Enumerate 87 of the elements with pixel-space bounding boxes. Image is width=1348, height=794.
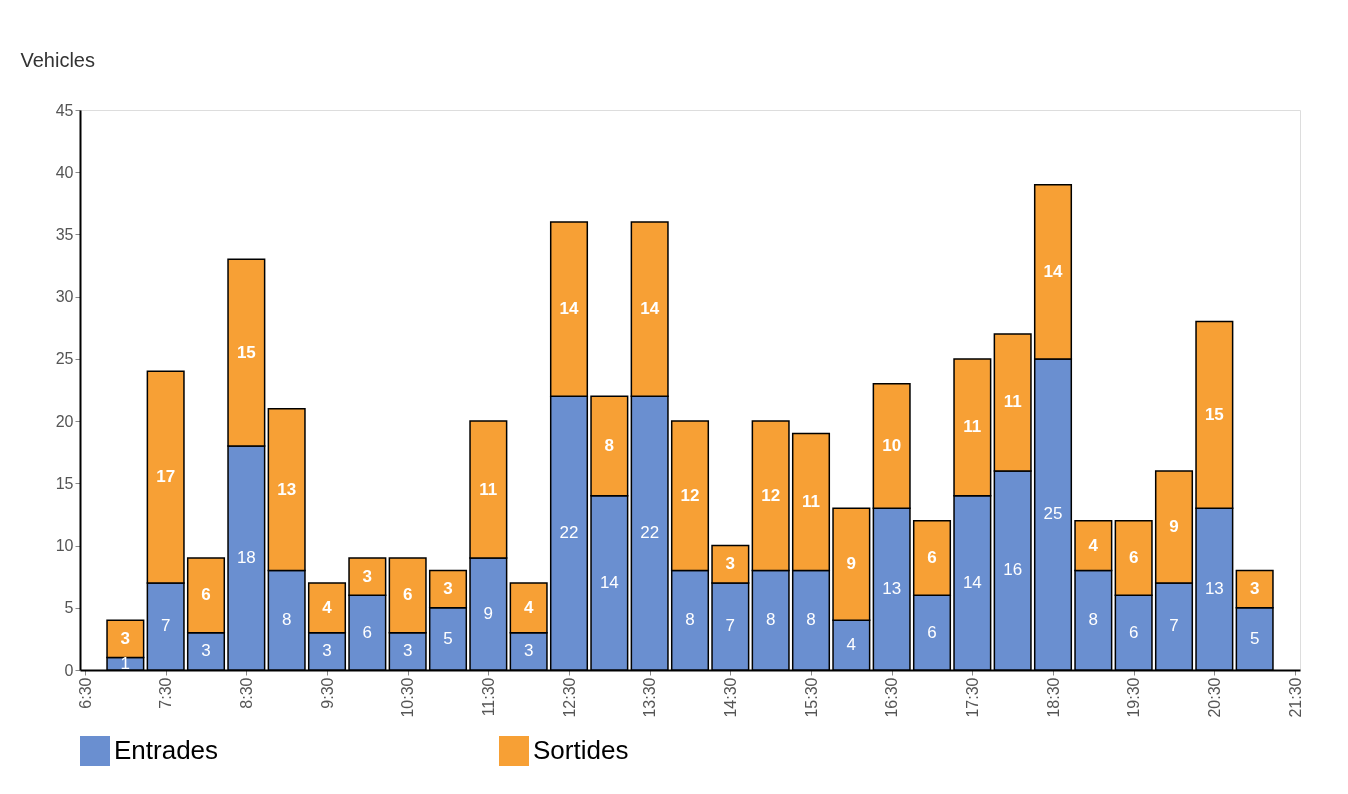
data-label: 6 [402,585,413,605]
x-tick-label: 9:30 [318,677,336,709]
data-label: 25 [1043,504,1063,524]
y-tick-label: 35 [55,225,74,243]
data-label: 12 [680,485,700,505]
data-label: 13 [277,479,297,499]
data-label: 11 [1003,392,1022,412]
data-label: 8 [685,610,695,630]
data-label: 7 [725,616,736,636]
data-label: 4 [846,635,857,655]
x-tick-label: 15:30 [802,677,820,718]
data-label: 9 [1169,516,1179,536]
data-label: 17 [156,467,176,487]
data-label: 11 [479,479,498,499]
data-label: 3 [725,554,736,574]
data-label: 10 [882,436,902,455]
y-tick-label: 30 [55,288,74,306]
data-label: 6 [1128,622,1139,642]
data-label: 9 [483,604,494,623]
data-label: 1 [120,653,131,673]
data-label: 14 [1043,261,1063,281]
x-tick-label: 7:30 [157,677,175,709]
data-label: 8 [765,610,776,630]
data-label: 13 [1204,579,1224,599]
data-label: 6 [927,622,937,642]
data-label: 7 [1169,616,1179,636]
data-label: 11 [963,417,982,437]
y-tick-label: 0 [64,661,74,679]
data-label: 8 [604,436,615,455]
data-label: 14 [640,299,660,319]
y-axis-title: Vehicles [20,48,95,71]
data-label: 3 [523,641,534,661]
x-tick-label: 11:30 [479,677,497,717]
data-label: 6 [362,622,373,642]
data-label: 14 [599,572,619,592]
x-tick-label: 6:30 [76,677,94,709]
legend-label: Sortides [533,735,629,765]
x-tick-label: 8:30 [237,677,255,709]
data-label: 5 [443,628,453,648]
data-label: 3 [1249,579,1260,599]
data-label: 3 [120,628,131,648]
data-label: 13 [882,579,902,599]
data-label: 18 [236,548,256,567]
data-label: 3 [402,641,413,661]
data-label: 4 [1088,535,1099,555]
data-label: 4 [523,597,534,617]
data-label: 8 [806,610,816,630]
x-tick-label: 13:30 [641,677,659,718]
data-label: 3 [443,579,453,599]
data-label: 4 [322,597,333,617]
data-label: 3 [201,641,211,661]
x-tick-label: 21:30 [1286,677,1304,718]
x-tick-label: 19:30 [1125,677,1143,718]
y-tick-label: 45 [55,101,74,119]
data-label: 11 [802,492,820,511]
legend-label: Entrades [114,735,219,765]
data-label: 8 [281,610,292,630]
data-label: 6 [1128,548,1139,567]
data-label: 15 [236,342,256,362]
y-tick-label: 10 [55,537,74,555]
data-label: 3 [362,566,373,586]
x-tick-label: 10:30 [399,677,417,718]
data-label: 7 [160,616,171,636]
y-tick-label: 40 [55,163,74,181]
x-tick-label: 14:30 [721,677,739,718]
x-tick-label: 16:30 [883,677,901,718]
y-tick-label: 5 [64,599,74,617]
data-label: 14 [962,572,982,592]
data-label: 14 [559,299,579,319]
y-tick-label: 15 [55,474,74,492]
y-tick-label: 25 [55,350,74,368]
x-tick-label: 20:30 [1205,677,1223,718]
data-label: 9 [846,554,857,574]
data-label: 8 [1088,610,1099,630]
data-label: 3 [322,641,332,661]
data-label: 6 [201,585,211,605]
x-tick-label: 18:30 [1044,677,1062,718]
data-label: 6 [927,548,937,567]
x-tick-label: 12:30 [560,677,578,718]
data-label: 15 [1204,404,1224,424]
x-tick-label: 17:30 [963,677,981,718]
data-label: 12 [761,485,781,505]
data-label: 16 [1003,560,1023,580]
data-label: 22 [640,523,660,543]
data-label: 5 [1249,628,1260,648]
y-tick-label: 20 [55,412,74,430]
data-label: 22 [559,523,579,543]
